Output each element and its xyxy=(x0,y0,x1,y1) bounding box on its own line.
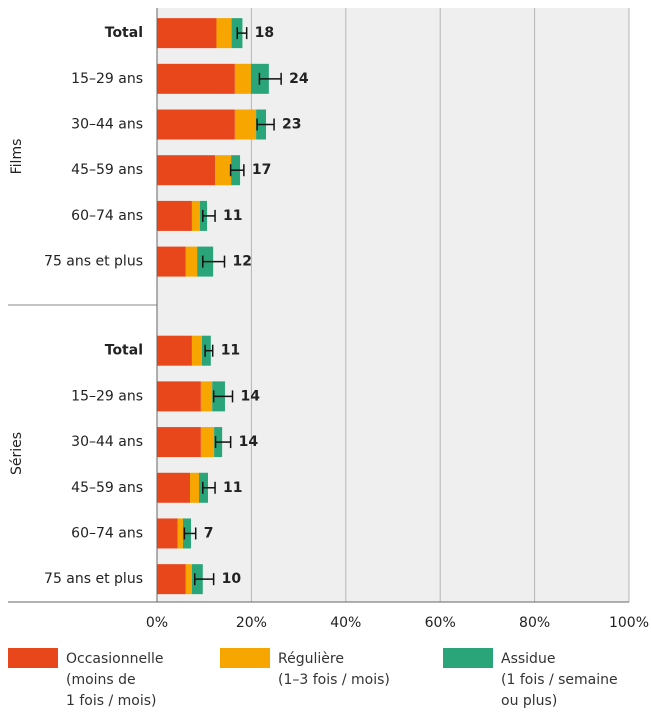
error-bar xyxy=(204,344,214,357)
y-tick-label: 75 ans et plus xyxy=(44,571,143,587)
bar-segment xyxy=(157,246,186,277)
y-tick-label: 15–29 ans xyxy=(71,71,143,87)
bar-segment xyxy=(157,427,201,458)
value-label: 23 xyxy=(282,117,301,133)
y-tick-label: 75 ans et plus xyxy=(44,254,143,270)
value-label: 11 xyxy=(221,343,240,359)
y-tick-label: 45–59 ans xyxy=(71,480,143,496)
bar-segment xyxy=(234,63,251,94)
legend-item: Régulière (1–3 fois / mois) xyxy=(220,648,390,691)
y-tick-label: Total xyxy=(105,25,143,41)
bar-segment xyxy=(185,246,198,277)
value-label: 11 xyxy=(223,480,242,496)
bar-segment xyxy=(157,381,201,412)
bar-segment xyxy=(200,427,215,458)
legend-swatch xyxy=(220,648,270,668)
legend-label: Régulière (1–3 fois / mois) xyxy=(278,651,390,688)
bar-segment xyxy=(157,63,235,94)
value-label: 24 xyxy=(289,71,309,87)
bar-segment xyxy=(157,109,235,140)
error-bar xyxy=(202,209,216,222)
value-label: 10 xyxy=(222,571,242,587)
error-bar xyxy=(258,72,282,85)
bar-segment xyxy=(157,335,192,366)
value-label: 14 xyxy=(241,388,261,404)
bar-segment xyxy=(157,155,216,186)
bar-segment xyxy=(215,155,232,186)
x-tick-label: 0% xyxy=(146,615,168,631)
x-tick-label: 60% xyxy=(425,615,456,631)
y-tick-label: 30–44 ans xyxy=(71,434,143,450)
plot-background xyxy=(157,8,629,602)
x-tick-label: 40% xyxy=(330,615,361,631)
y-tick-label: 60–74 ans xyxy=(71,208,143,224)
value-label: 14 xyxy=(239,434,259,450)
error-bar xyxy=(214,436,232,449)
y-tick-label: 45–59 ans xyxy=(71,162,143,178)
legend-label: Assidue (1 fois / semaine ou plus) xyxy=(501,651,618,709)
legend-item: Assidue (1 fois / semaine ou plus) xyxy=(443,648,618,712)
error-bar xyxy=(212,390,234,403)
bar-segment xyxy=(157,18,217,49)
bar-segment xyxy=(234,109,257,140)
panel-label: Films xyxy=(9,139,25,175)
bar-segment xyxy=(216,18,232,49)
bar-segment xyxy=(157,200,192,231)
error-bar xyxy=(229,164,245,177)
panel-label: Séries xyxy=(9,432,25,475)
error-bar xyxy=(202,255,226,268)
chart: 0% 20% 40% 60% 80% 100% Films Total 18 15–29 ans 2… xyxy=(8,8,649,631)
error-bar xyxy=(202,481,216,494)
error-bar xyxy=(183,527,197,540)
value-label: 11 xyxy=(223,208,242,224)
bar-segment xyxy=(185,564,192,595)
bar-segment xyxy=(157,518,178,549)
y-tick-label: 15–29 ans xyxy=(71,388,143,404)
legend: Occasionnelle (moins de 1 fois / mois) Ré… xyxy=(0,648,651,716)
bar-segment xyxy=(200,381,213,412)
y-tick-label: Total xyxy=(105,343,143,359)
error-bar xyxy=(194,573,215,586)
bar-segment xyxy=(190,472,200,503)
value-label: 18 xyxy=(255,25,274,41)
x-tick-label: 80% xyxy=(519,615,550,631)
value-label: 12 xyxy=(232,254,251,270)
bar-segment xyxy=(177,518,183,549)
x-tick-label: 100% xyxy=(609,615,649,631)
bar-segment xyxy=(191,335,202,366)
error-bar xyxy=(256,118,275,131)
legend-label: Occasionnelle (moins de 1 fois / mois) xyxy=(66,651,164,709)
bar-segment xyxy=(157,472,191,503)
legend-item: Occasionnelle (moins de 1 fois / mois) xyxy=(8,648,164,712)
y-tick-label: 60–74 ans xyxy=(71,525,143,541)
legend-swatch xyxy=(443,648,493,668)
value-label: 7 xyxy=(204,525,214,541)
x-tick-label: 20% xyxy=(236,615,267,631)
bar-segment xyxy=(157,564,186,595)
bar-segment xyxy=(191,200,200,231)
y-tick-label: 30–44 ans xyxy=(71,117,143,133)
error-bar xyxy=(236,27,248,40)
legend-swatch xyxy=(8,648,58,668)
value-label: 17 xyxy=(252,162,271,178)
